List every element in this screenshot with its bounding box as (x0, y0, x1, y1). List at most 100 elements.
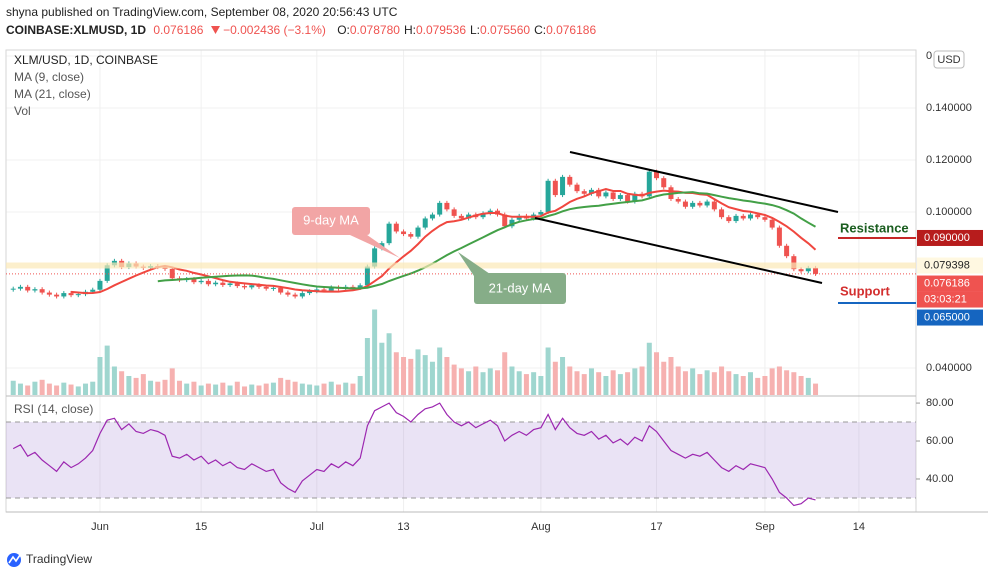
volume-bar (372, 309, 378, 395)
volume-bar (256, 385, 262, 395)
candle-body (10, 288, 16, 290)
candle-body (299, 293, 305, 297)
volume-bar (538, 376, 544, 395)
candle-body (545, 180, 551, 212)
candle-body (762, 217, 768, 220)
candle-body (90, 289, 96, 292)
volume-bar (386, 333, 392, 395)
price-box (917, 275, 983, 292)
volume-bar (364, 338, 370, 395)
candle-body (805, 267, 811, 272)
volume-bar (393, 352, 399, 395)
grid (6, 50, 916, 512)
volume-bar (610, 370, 616, 395)
rsi-line (12, 402, 816, 507)
currency: USD (937, 54, 960, 66)
candle-body (249, 285, 255, 288)
volume-bar (213, 384, 219, 395)
candle-body (458, 215, 464, 219)
volume-bar (639, 366, 645, 395)
ma-line (71, 187, 817, 295)
ohlc: O:0.078780 H:0.079536 L:0.075560 C:0.076186 (337, 23, 600, 37)
ohlc-value: 0.079536 (415, 23, 466, 37)
volume-bar (307, 384, 313, 395)
volume-bar (661, 361, 667, 395)
volume-bar (148, 380, 154, 395)
volume-bar (83, 383, 89, 395)
candle-body (169, 268, 175, 279)
candle-body (603, 192, 609, 197)
candle-body (25, 286, 31, 291)
candle-body (711, 201, 717, 210)
currency-button[interactable] (933, 50, 965, 69)
countdown-box (917, 291, 983, 308)
candle-body (350, 286, 356, 288)
candle-body (697, 202, 703, 206)
volume-bar (690, 368, 696, 395)
volume-bar (509, 366, 515, 395)
volume-bar (357, 376, 363, 395)
candle-body (270, 287, 276, 289)
candle-body (661, 178, 667, 188)
volume-bar (46, 383, 52, 395)
legend-entry: Vol (14, 104, 31, 118)
candle-body (68, 293, 74, 296)
candle-body (538, 211, 544, 215)
volume-bar (798, 376, 804, 395)
callout-text: 21-day MA (489, 280, 552, 295)
candle-body (227, 283, 233, 286)
candle-body (415, 227, 421, 237)
candle-body (733, 215, 739, 222)
volume-bar (61, 382, 67, 395)
volume-bar (220, 382, 226, 395)
logo (7, 553, 21, 567)
volume-bar (32, 381, 38, 395)
trend-line-lower (534, 217, 823, 284)
price-box-label: 0.090000 (924, 232, 970, 244)
volume-bar (697, 374, 703, 395)
volume-bar (75, 386, 81, 395)
volume-bar (285, 379, 291, 395)
volume-bar (17, 383, 23, 395)
volume-bar (805, 377, 811, 395)
volume-bar (444, 357, 450, 395)
y-tick-label: 0.040000 (926, 362, 972, 374)
volume-bar (588, 368, 594, 395)
candle-body (422, 218, 428, 228)
volume-bar (581, 374, 587, 395)
candle-body (256, 285, 262, 287)
volume-bar (682, 371, 688, 395)
volume-bar (704, 370, 710, 395)
candle-body (784, 245, 790, 257)
callout-pointer (458, 252, 490, 276)
candle-body (198, 280, 204, 283)
volume-bar (184, 383, 190, 395)
candle-body (747, 214, 753, 219)
candle-body (242, 286, 248, 288)
volume-bar (567, 366, 573, 395)
volume-bar (335, 384, 341, 395)
callout-pointer (350, 230, 400, 258)
volume-bar (162, 379, 168, 395)
candle-body (205, 280, 211, 285)
ma21-callout: 21-day MA (458, 252, 566, 304)
x-tick-label: Sep (755, 521, 775, 533)
candle-body (588, 189, 594, 194)
volume-bar (314, 385, 320, 395)
volume-bar (762, 376, 768, 395)
volume-bar (379, 342, 385, 395)
y-tick-label: 0 (926, 50, 932, 62)
candle-body (509, 219, 515, 227)
price-box-label: 0.076186 (924, 277, 970, 289)
volume-bar (675, 366, 681, 395)
ohlc-value: 0.076186 (546, 23, 597, 37)
volume-bar (711, 372, 717, 395)
candle-body (617, 195, 623, 199)
volume-bar (111, 366, 117, 395)
x-tick-label: Aug (531, 521, 551, 533)
volume-bar (719, 366, 725, 395)
down-arrow (210, 26, 220, 34)
volume-bar (90, 381, 96, 395)
x-tick-label: 15 (195, 521, 207, 533)
